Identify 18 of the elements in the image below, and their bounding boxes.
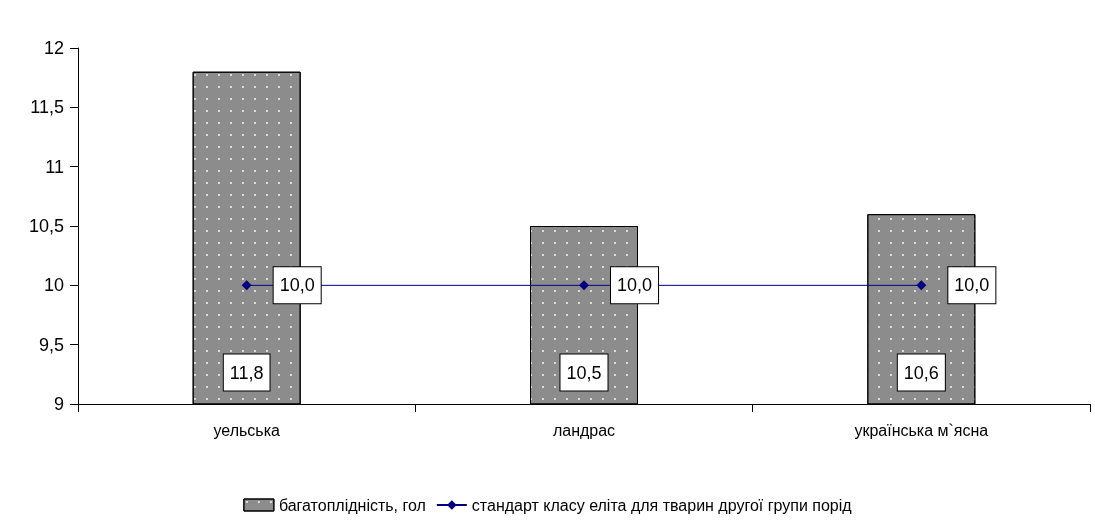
data-label: 10,0 xyxy=(954,275,990,296)
data-label: 10,5 xyxy=(566,362,602,383)
data-label: 11,8 xyxy=(229,362,264,383)
data-label: 10,6 xyxy=(903,362,939,383)
data-label: 10,0 xyxy=(617,275,653,296)
data-label: 10,0 xyxy=(279,275,315,296)
legend-label: стандарт класу еліта для тварин другої групи порід xyxy=(471,496,853,514)
y-tick-label: 11,5 xyxy=(30,97,64,118)
x-tick-label: українська м`ясна xyxy=(854,421,989,439)
x-tick-label: уельська xyxy=(213,421,280,439)
y-tick-label: 12 xyxy=(43,38,64,58)
y-tick-label: 9 xyxy=(53,394,64,414)
y-tick-label: 10 xyxy=(43,275,64,296)
legend-label: багатоплідність, гол xyxy=(278,496,426,514)
y-tick-label: 11 xyxy=(45,156,64,177)
y-tick-label: 9,5 xyxy=(38,334,64,355)
y-tick-label: 10,5 xyxy=(28,216,64,236)
x-tick-label: ландрас xyxy=(552,421,616,439)
